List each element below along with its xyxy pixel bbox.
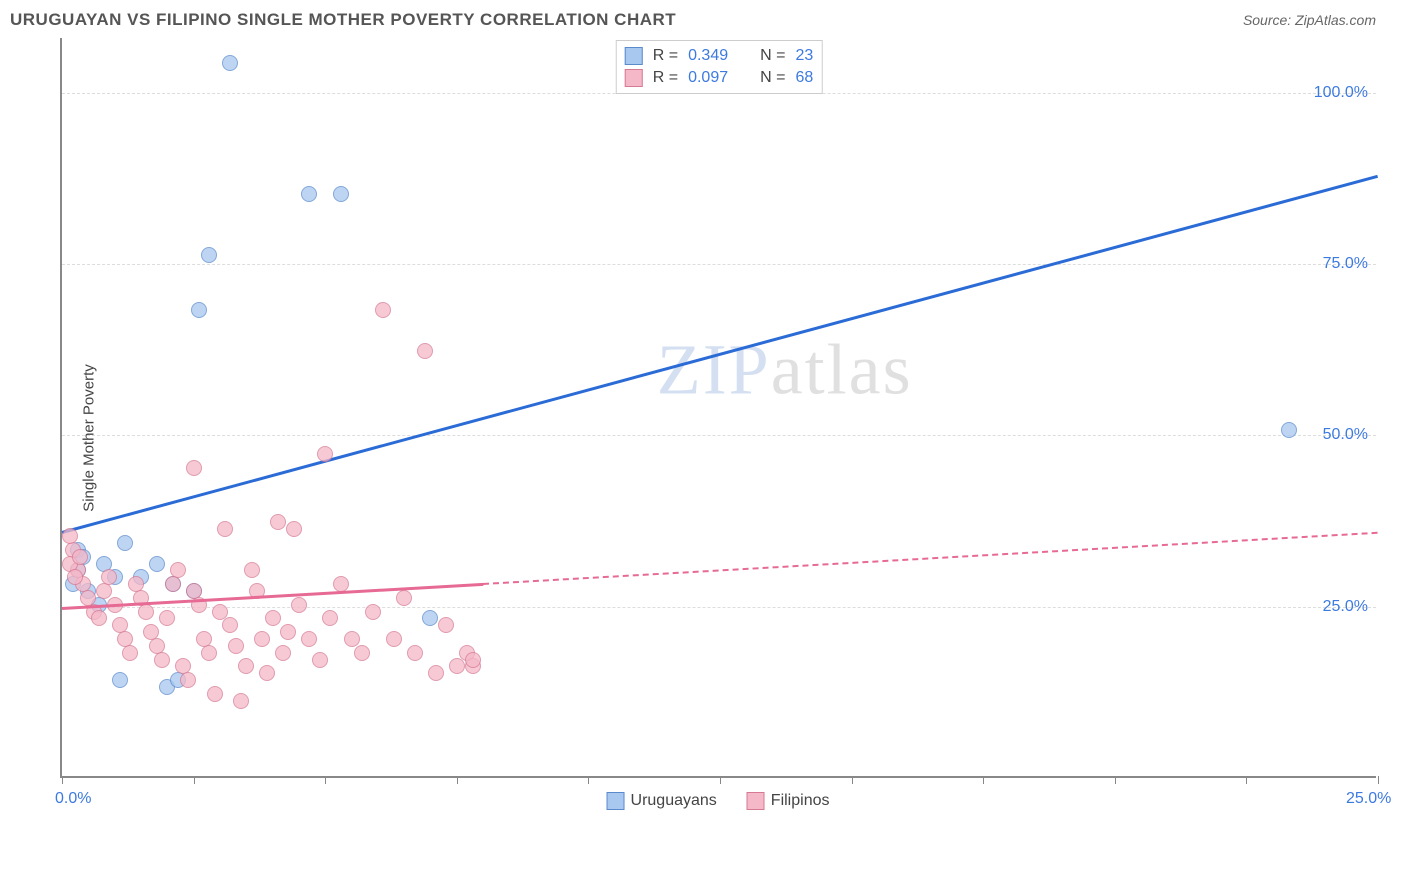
legend-swatch [747,792,765,810]
data-point [322,610,338,626]
legend-swatch [607,792,625,810]
data-point [317,446,333,462]
x-tick [1246,776,1247,784]
x-tick [457,776,458,784]
data-point [67,569,83,585]
x-tick-label: 0.0% [55,790,91,808]
chart-title: URUGUAYAN VS FILIPINO SINGLE MOTHER POVE… [10,10,676,30]
data-point [286,521,302,537]
legend-item: Uruguayans [607,792,717,810]
y-gridline: 75.0% [62,264,1376,265]
trend-line [483,531,1378,584]
watermark: ZIPatlas [657,329,913,412]
data-point [407,645,423,661]
data-point [72,549,88,565]
data-point [62,528,78,544]
data-point [186,460,202,476]
data-point [354,645,370,661]
x-tick [720,776,721,784]
x-tick [852,776,853,784]
x-tick-label: 25.0% [1346,790,1391,808]
data-point [165,576,181,592]
data-point [301,186,317,202]
data-point [222,55,238,71]
data-point [1281,422,1297,438]
data-point [291,597,307,613]
y-tick-label: 100.0% [1314,84,1368,102]
data-point [180,672,196,688]
y-gridline: 50.0% [62,435,1376,436]
legend-swatch [625,69,643,87]
x-tick [1115,776,1116,784]
correlation-row: R = 0.097N = 68 [625,67,814,89]
data-point [222,617,238,633]
x-tick [1378,776,1379,784]
y-tick-label: 50.0% [1323,426,1368,444]
trend-line [62,583,483,610]
data-point [170,562,186,578]
data-point [154,652,170,668]
y-gridline: 25.0% [62,607,1376,608]
data-point [117,535,133,551]
chart-area: Single Mother Poverty ZIPatlas R = 0.349… [60,38,1376,838]
chart-header: URUGUAYAN VS FILIPINO SINGLE MOTHER POVE… [0,0,1406,38]
data-point [438,617,454,633]
legend-item: Filipinos [747,792,830,810]
chart-source: Source: ZipAtlas.com [1243,12,1376,28]
x-tick [62,776,63,784]
data-point [159,610,175,626]
data-point [96,583,112,599]
y-tick-label: 75.0% [1323,255,1368,273]
data-point [228,638,244,654]
data-point [422,610,438,626]
data-point [254,631,270,647]
x-tick [983,776,984,784]
data-point [149,556,165,572]
correlation-row: R = 0.349N = 23 [625,45,814,67]
data-point [396,590,412,606]
data-point [375,302,391,318]
data-point [417,343,433,359]
data-point [122,645,138,661]
data-point [112,672,128,688]
data-point [449,658,465,674]
data-point [259,665,275,681]
data-point [201,645,217,661]
data-point [386,631,402,647]
data-point [275,645,291,661]
data-point [233,693,249,709]
data-point [344,631,360,647]
plot-region: ZIPatlas R = 0.349N = 23R = 0.097N = 68 … [60,38,1376,778]
series-legend: Uruguayans Filipinos [607,792,830,810]
data-point [201,247,217,263]
data-point [428,665,444,681]
data-point [191,302,207,318]
data-point [217,521,233,537]
data-point [265,610,281,626]
x-tick [588,776,589,784]
data-point [207,686,223,702]
data-point [238,658,254,674]
data-point [280,624,296,640]
x-tick [194,776,195,784]
data-point [244,562,260,578]
data-point [212,604,228,620]
data-point [365,604,381,620]
x-tick [325,776,326,784]
data-point [312,652,328,668]
trend-line [62,175,1379,534]
data-point [333,186,349,202]
data-point [91,610,107,626]
data-point [101,569,117,585]
data-point [301,631,317,647]
data-point [138,604,154,620]
data-point [465,652,481,668]
legend-swatch [625,47,643,65]
y-tick-label: 25.0% [1323,598,1368,616]
correlation-legend: R = 0.349N = 23R = 0.097N = 68 [616,40,823,94]
data-point [270,514,286,530]
